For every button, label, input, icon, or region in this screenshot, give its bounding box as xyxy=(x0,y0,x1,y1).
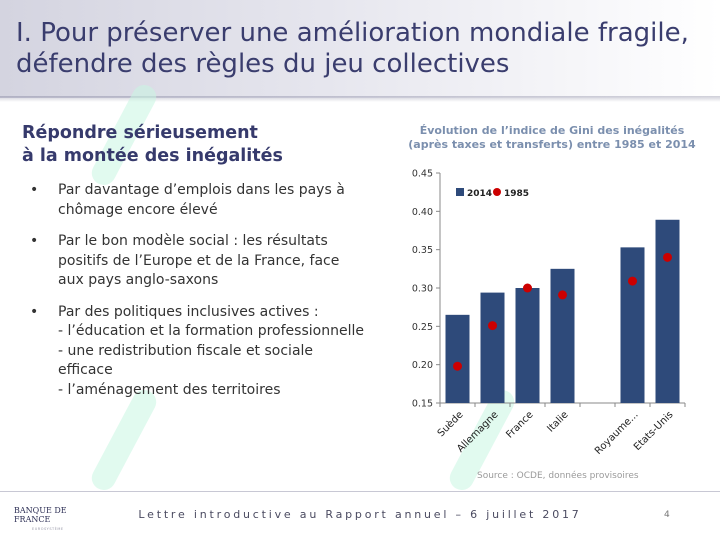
logo-subtitle: EUROSYSTÈME xyxy=(32,527,64,531)
bar-2014-1 xyxy=(480,292,505,403)
footer-divider xyxy=(0,491,720,492)
chart-title: Évolution de l’indice de Gini des inégal… xyxy=(408,124,696,151)
section-heading-line-1: Répondre sérieusement xyxy=(22,123,258,143)
section-heading: Répondre sérieusement à la montée des iné… xyxy=(22,122,352,168)
y-tick-label: 0.35 xyxy=(412,245,433,256)
dot-1985-2 xyxy=(523,283,532,293)
x-category-label: Royaume... xyxy=(593,409,641,457)
dot-1985-1 xyxy=(488,321,497,331)
page-number: 4 xyxy=(664,510,670,520)
dot-1985-5 xyxy=(628,276,637,286)
bullet-text: Par davantage d’emplois dans les pays à … xyxy=(58,182,345,218)
bar-2014-5 xyxy=(620,247,645,403)
bullet-glyph: • xyxy=(30,233,39,249)
bar-2014-3 xyxy=(550,268,575,403)
y-tick-label: 0.40 xyxy=(412,207,433,218)
dot-1985-0 xyxy=(453,361,462,371)
bullet-text: Par le bon modèle social : les résultats… xyxy=(58,233,340,288)
y-tick-label: 0.20 xyxy=(412,360,433,371)
bar-2014-0 xyxy=(445,314,470,403)
y-tick-label: 0.45 xyxy=(412,169,433,180)
bar-2014-2 xyxy=(515,288,540,403)
bullet-list: • Par davantage d’emplois dans les pays à… xyxy=(22,181,367,412)
slide-title: I. Pour préserver une amélioration mondi… xyxy=(16,18,689,79)
bar-2014-6 xyxy=(655,219,680,403)
bullet-item: • Par le bon modèle social : les résultat… xyxy=(22,232,367,291)
dot-1985-6 xyxy=(663,252,672,262)
x-category-label: Italie xyxy=(545,409,570,434)
x-category-label: France xyxy=(504,409,535,440)
bullet-text: Par des politiques inclusives actives : … xyxy=(58,303,364,398)
y-tick-label: 0.30 xyxy=(412,284,433,295)
header-band xyxy=(0,0,720,98)
bullet-item: • Par davantage d’emplois dans les pays à… xyxy=(22,181,367,220)
y-tick-label: 0.15 xyxy=(412,399,433,410)
footer-text: Lettre introductive au Rapport annuel – … xyxy=(138,508,582,521)
legend-label-1985: 1985 xyxy=(504,189,529,199)
legend-swatch-2014 xyxy=(456,188,464,196)
y-tick-label: 0.25 xyxy=(412,322,433,333)
legend-dot-1985 xyxy=(493,188,501,196)
bullet-item: • Par des politiques inclusives actives :… xyxy=(22,303,367,401)
header-shadow xyxy=(0,96,720,102)
bullet-glyph: • xyxy=(30,303,39,320)
dot-1985-3 xyxy=(558,290,567,300)
chart-source-note: Source : OCDE, données provisoires xyxy=(477,470,639,481)
banque-de-france-logo: BANQUE DE FRANCE xyxy=(14,506,67,524)
section-heading-line-2: à la montée des inégalités xyxy=(22,146,283,166)
gini-chart: 0.150.200.250.300.350.400.45SuèdeAllemag… xyxy=(412,169,686,481)
bullet-glyph: • xyxy=(30,182,39,198)
x-category-label: Suède xyxy=(435,409,466,440)
legend-label-2014: 2014 xyxy=(467,189,492,199)
